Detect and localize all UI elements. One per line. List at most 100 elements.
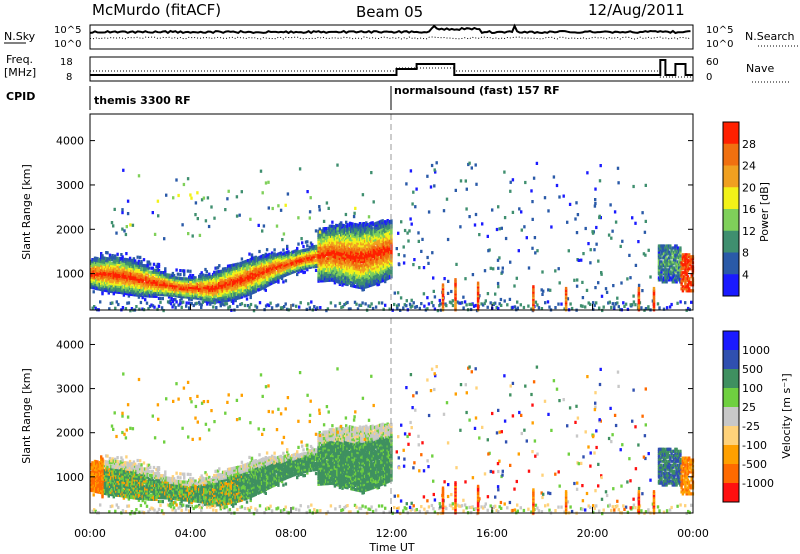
power-cell (373, 230, 377, 234)
power-cell (249, 302, 253, 307)
power-cell (263, 255, 266, 259)
power-cell (316, 256, 319, 260)
power-cell (632, 184, 635, 189)
power-cell (333, 237, 337, 241)
power-cell (118, 260, 122, 265)
power-cell (140, 289, 143, 294)
power-cell (253, 268, 256, 272)
power-cell (304, 248, 308, 252)
power-cell (363, 257, 367, 261)
power-cell (536, 249, 539, 253)
power-cell (361, 264, 364, 268)
power-cell (516, 300, 519, 304)
power-cell (139, 269, 142, 273)
power-cell (660, 260, 663, 264)
power-cell (226, 197, 229, 201)
power-cell (130, 290, 133, 294)
power-cell (95, 284, 98, 288)
power-cell (184, 291, 187, 295)
power-cell (263, 277, 266, 281)
power-cell (235, 214, 239, 218)
power-cell (116, 252, 119, 256)
power-cell (146, 270, 149, 274)
power-cell (343, 278, 347, 282)
power-cell (594, 198, 597, 202)
power-cell (226, 294, 230, 298)
power-cell (327, 278, 330, 282)
power-cell (189, 273, 192, 277)
power-cell (321, 247, 324, 251)
power-cell (356, 251, 359, 255)
power-cell (361, 286, 364, 290)
power-cell (496, 258, 500, 262)
power-cell (357, 245, 360, 249)
power-cell (106, 267, 109, 271)
power-cell (200, 275, 203, 279)
power-cell (265, 258, 269, 262)
power-cell (584, 226, 587, 231)
power-cell (607, 301, 610, 305)
power-cell (360, 278, 363, 282)
power-cell (204, 275, 207, 280)
power-cell (513, 305, 517, 309)
power-cell (564, 290, 568, 294)
power-cell (235, 296, 239, 300)
power-cell (92, 260, 95, 264)
power-cell (250, 283, 254, 287)
power-cell (141, 284, 144, 288)
power-cell (262, 280, 265, 284)
power-cell (190, 289, 193, 293)
power-cell (376, 277, 379, 281)
power-cell (250, 279, 254, 283)
power-cell (169, 277, 172, 281)
power-cell (368, 224, 372, 228)
power-cell (123, 265, 127, 269)
power-cell (235, 276, 239, 280)
power-cell (331, 264, 334, 268)
power-cell (117, 276, 120, 280)
power-cell (94, 306, 97, 310)
power-cell (258, 249, 261, 254)
power-cell (373, 262, 377, 266)
power-cell (371, 247, 374, 251)
power-cell (589, 261, 592, 265)
power-cell (373, 254, 377, 258)
power-cell (342, 257, 345, 262)
power-cell (263, 283, 266, 287)
power-cell (358, 303, 361, 307)
power-cell (387, 250, 391, 254)
power-cell (189, 277, 192, 281)
power-cell (358, 235, 362, 240)
power-cell (282, 274, 285, 278)
power-cell (322, 229, 325, 233)
power-cell (312, 251, 315, 255)
power-cell (370, 257, 373, 261)
power-cell (293, 261, 296, 265)
power-cell (365, 285, 368, 289)
power-cell (385, 273, 388, 277)
power-cell (370, 267, 373, 271)
power-cell (380, 275, 383, 279)
power-cell (303, 250, 306, 254)
power-cell (333, 259, 337, 263)
power-cell (270, 273, 274, 277)
power-cell (371, 277, 374, 281)
power-cell (311, 263, 314, 267)
power-cell (306, 268, 309, 272)
power-cell (291, 264, 294, 268)
power-cell (564, 304, 568, 308)
power-cell (476, 281, 480, 285)
power-cell (264, 252, 267, 256)
power-cell (340, 267, 343, 271)
power-cell (547, 209, 550, 213)
power-cell (268, 278, 271, 282)
power-cell (657, 266, 661, 270)
power-cell (504, 236, 508, 241)
power-cell (160, 273, 163, 277)
power-cell (229, 298, 232, 302)
power-cell (318, 245, 321, 249)
power-cell (190, 285, 193, 289)
power-cell (262, 264, 265, 268)
power-cell (378, 226, 382, 230)
power-cell (368, 270, 372, 274)
